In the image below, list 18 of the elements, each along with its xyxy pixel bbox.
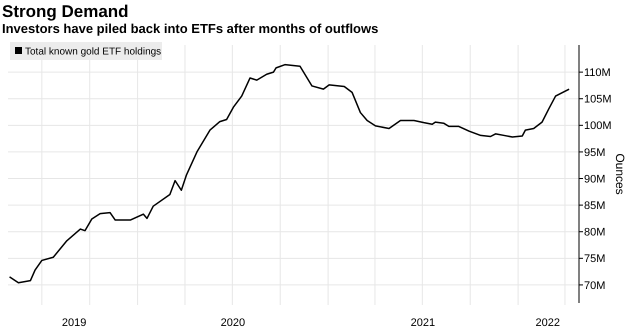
- y-tick-label: 105M: [584, 94, 612, 106]
- y-tick-label: 85M: [584, 200, 606, 212]
- legend-label: Total known gold ETF holdings: [25, 46, 162, 58]
- y-axis-title: Ounces: [613, 153, 627, 195]
- chart-title: Strong Demand: [2, 2, 129, 21]
- x-tick-label: 2019: [62, 317, 86, 329]
- y-tick-label: 75M: [584, 253, 606, 266]
- y-tick-label: 110M: [584, 66, 611, 79]
- x-tick-label: 2021: [410, 317, 436, 329]
- y-tick-label: 70M: [584, 280, 606, 292]
- x-tick-label: 2020: [220, 317, 246, 329]
- x-tick-label: 2022: [536, 317, 560, 329]
- line-series: [8, 64, 570, 284]
- y-tick-label: 80M: [584, 226, 606, 239]
- y-tick-label: 95M: [584, 146, 606, 159]
- chart-subtitle: Investors have piled back into ETFs after months of outflows: [2, 21, 378, 36]
- y-tick-label: 100M: [584, 120, 612, 132]
- y-tick-label: 90M: [584, 173, 606, 186]
